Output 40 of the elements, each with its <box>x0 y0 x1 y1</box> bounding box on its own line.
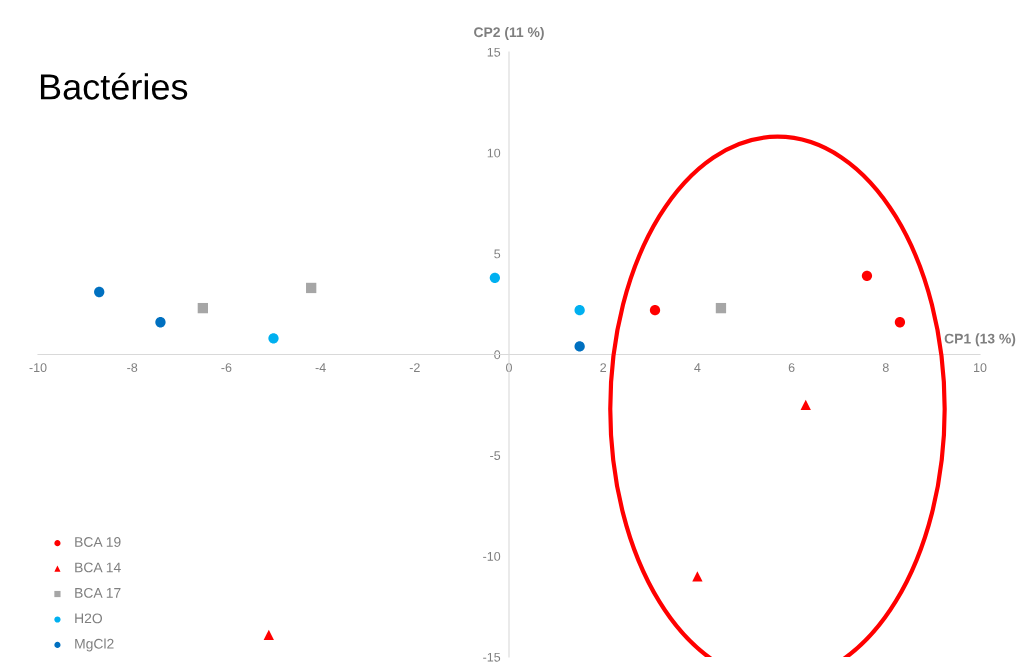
y-tick-label: 15 <box>487 47 501 57</box>
y-tick-label: 5 <box>494 249 501 259</box>
point <box>574 341 585 352</box>
legend-label: BCA 14 <box>75 562 121 573</box>
point <box>861 270 873 281</box>
x-tick-label: 2 <box>600 363 607 372</box>
y-tick-label: -5 <box>490 451 501 460</box>
point <box>197 302 208 314</box>
point <box>94 286 105 298</box>
legend-label: BCA 17 <box>75 587 121 598</box>
point <box>306 282 317 294</box>
legend-label: BCA 19 <box>75 537 121 547</box>
point <box>715 302 727 314</box>
y-tick-label: -10 <box>483 551 501 561</box>
point <box>489 272 501 284</box>
x-tick-label: -6 <box>221 363 232 373</box>
legend-label: MgCl2 <box>75 638 114 652</box>
x-tick-label: 6 <box>788 363 795 373</box>
x-tick-label: 10 <box>974 363 987 373</box>
point <box>574 304 585 316</box>
x-tick-label: 4 <box>694 363 701 372</box>
y-axis-title: CP2 (11 %) <box>474 26 544 40</box>
point <box>268 333 279 344</box>
point <box>894 317 906 328</box>
x-tick-label: -2 <box>409 363 420 372</box>
x-tick-label: -10 <box>29 363 47 373</box>
point <box>649 304 661 316</box>
y-tick-label: -15 <box>483 652 501 662</box>
x-tick-label: -8 <box>127 363 138 373</box>
legend-label: H2O <box>75 613 102 624</box>
x-tick-label: -4 <box>315 363 326 372</box>
point <box>800 399 811 411</box>
y-tick-label: 10 <box>487 148 501 158</box>
chart-title: Bactéries <box>40 72 188 100</box>
point <box>692 571 703 582</box>
x-tick-label: 8 <box>882 363 889 373</box>
x-axis-title: CP1 (13 %) <box>944 333 1016 347</box>
x-tick-label: 0 <box>506 363 512 373</box>
point <box>263 629 274 640</box>
point <box>155 317 166 328</box>
